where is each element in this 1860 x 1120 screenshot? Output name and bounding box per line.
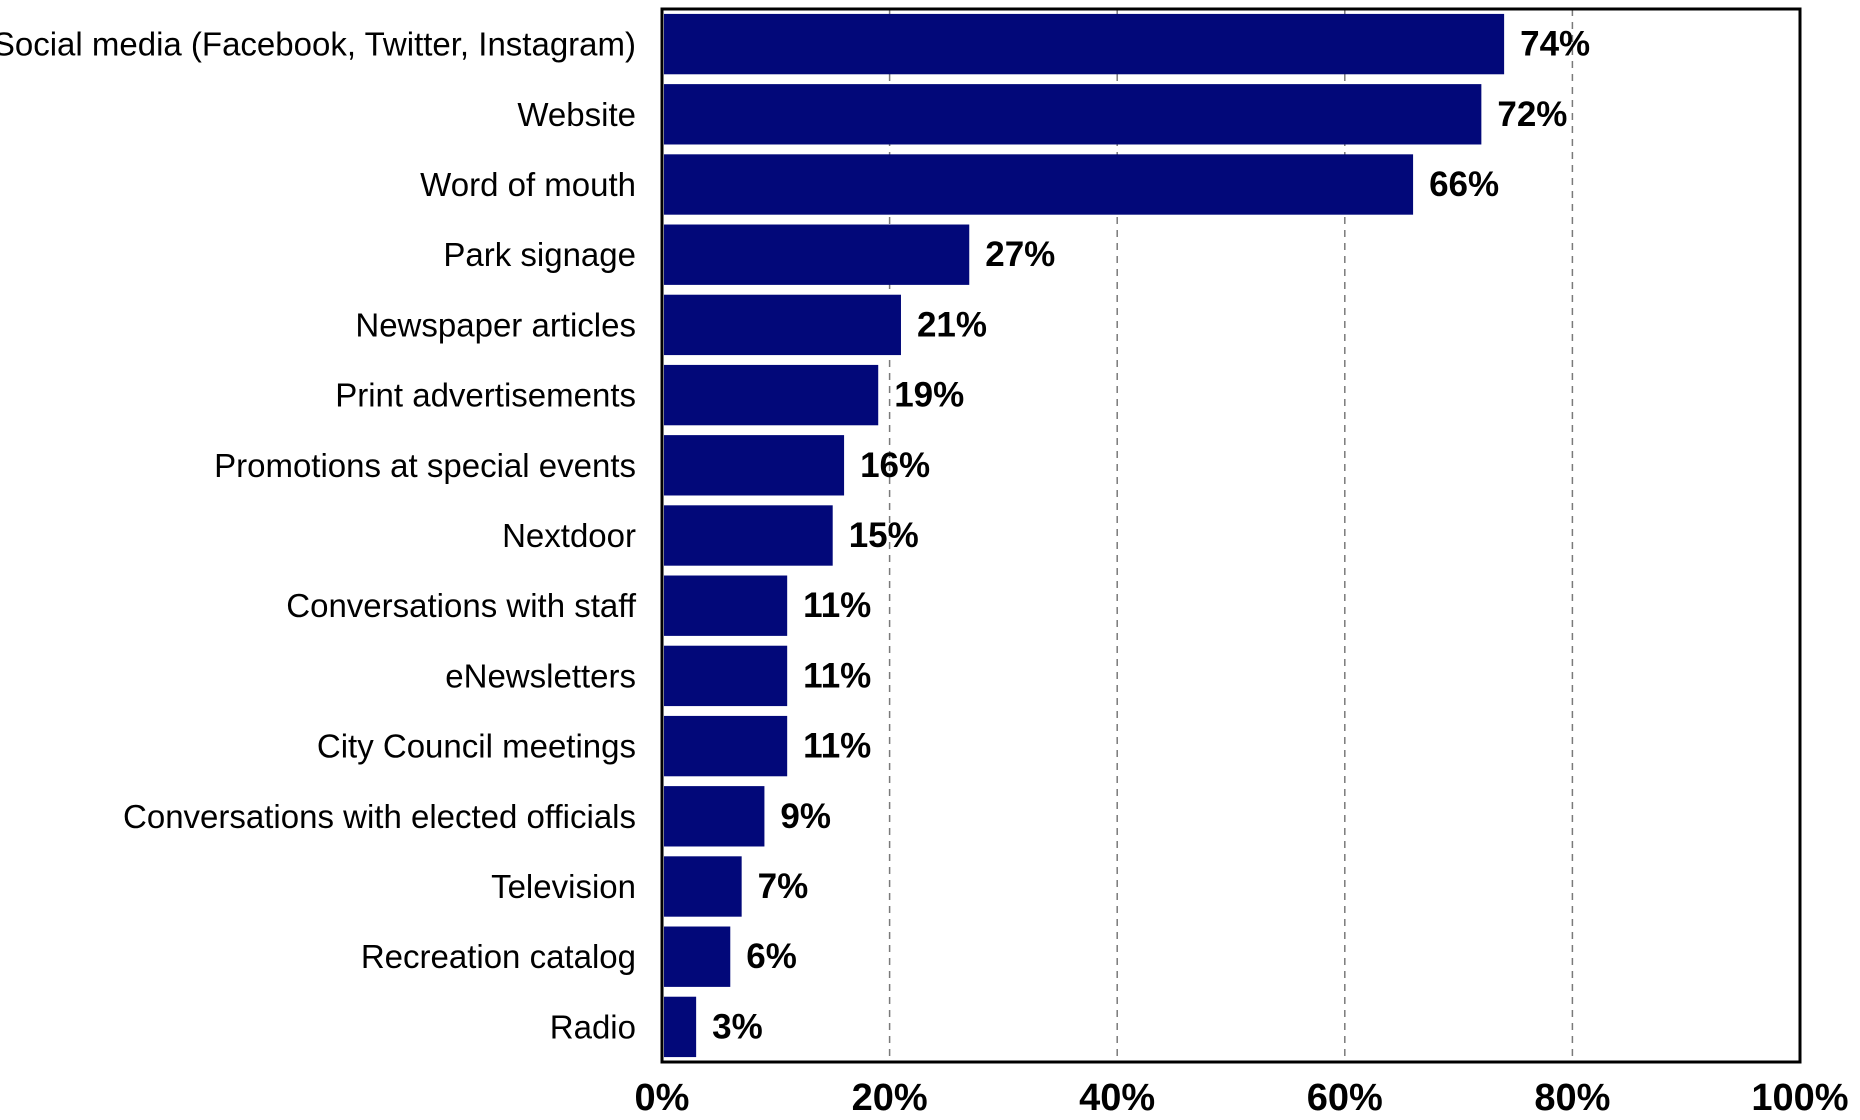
data-label: 11% <box>803 727 871 766</box>
data-label: 11% <box>803 656 871 695</box>
bars <box>664 13 1505 1058</box>
category-label: Radio <box>550 1008 636 1045</box>
bar <box>664 856 742 917</box>
data-label: 74% <box>1520 25 1590 64</box>
bar <box>664 154 1414 215</box>
data-label: 15% <box>849 516 919 555</box>
data-label: 11% <box>803 586 871 625</box>
x-tick-label: 60% <box>1307 1077 1383 1119</box>
bar <box>664 715 788 777</box>
category-label: Website <box>517 96 636 133</box>
bar <box>664 996 697 1058</box>
bar <box>664 926 731 987</box>
x-tick-label: 100% <box>1751 1077 1848 1119</box>
bar <box>664 645 788 707</box>
data-label: 3% <box>712 1007 763 1046</box>
value-labels: 74% 72% 66% 27% 21% 19% 16% 15% 11% 11% 11% 9% 7% 6% 3… <box>712 25 1590 1047</box>
x-axis-tick-labels: 0% 20% 40% 60% 80% 100% <box>635 1077 1849 1119</box>
bar <box>664 786 765 847</box>
x-tick-label: 0% <box>635 1077 690 1119</box>
data-label: 19% <box>894 376 964 415</box>
category-label: Newspaper articles <box>355 306 636 343</box>
x-tick-label: 20% <box>852 1077 928 1119</box>
bar <box>664 575 788 636</box>
bar <box>664 505 833 566</box>
data-label: 6% <box>746 937 797 976</box>
category-label: Word of mouth <box>420 166 636 203</box>
x-tick-label: 80% <box>1534 1077 1610 1119</box>
category-label: eNewsletters <box>445 657 636 694</box>
category-label: Conversations with staff <box>286 587 637 624</box>
category-label: Nextdoor <box>502 517 636 554</box>
data-label: 21% <box>917 305 987 344</box>
bar <box>664 84 1482 145</box>
data-label: 16% <box>860 446 930 485</box>
category-labels: Social media (Facebook, Twitter, Instagr… <box>0 26 637 1046</box>
bar <box>664 364 879 426</box>
data-label: 27% <box>985 235 1055 274</box>
data-label: 7% <box>758 867 809 906</box>
plot-area-frame <box>660 7 1802 1064</box>
category-label: Recreation catalog <box>361 938 636 975</box>
category-label: Promotions at special events <box>214 447 636 484</box>
category-label: Social media (Facebook, Twitter, Instagr… <box>0 26 636 63</box>
category-label: City Council meetings <box>317 728 636 765</box>
data-label: 9% <box>780 797 831 836</box>
data-label: 66% <box>1429 165 1499 204</box>
bar <box>664 224 970 285</box>
x-tick-label: 40% <box>1079 1077 1155 1119</box>
data-label: 72% <box>1497 95 1567 134</box>
category-label: Conversations with elected officials <box>123 798 636 835</box>
bar <box>664 435 845 496</box>
category-label: Print advertisements <box>335 377 636 414</box>
bar <box>664 13 1505 75</box>
category-label: Television <box>491 868 636 905</box>
bar <box>664 294 901 356</box>
category-label: Park signage <box>443 236 636 273</box>
